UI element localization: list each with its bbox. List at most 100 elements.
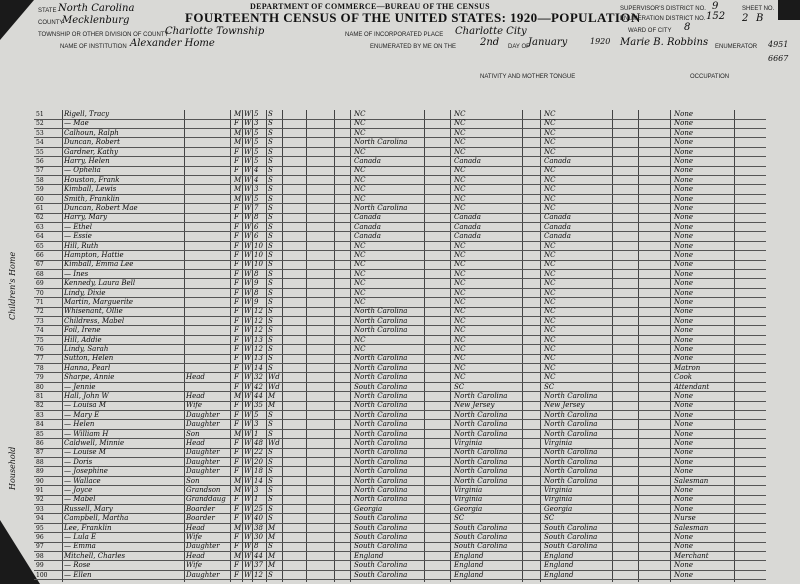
cell-age: 12 <box>254 345 263 353</box>
left-margin-note: Household <box>8 446 17 490</box>
line-number: 73 <box>36 317 44 325</box>
cell-rel <box>186 138 226 147</box>
cell-race: W <box>244 429 252 438</box>
cell-occ: None <box>674 345 693 353</box>
cell-race: W <box>244 119 252 128</box>
stamp-number: 4951 <box>768 40 789 49</box>
cell-mother: England <box>544 551 574 560</box>
cell-occ: None <box>674 232 693 241</box>
cell-name: — Wallace <box>64 476 101 485</box>
line-number: 78 <box>36 364 44 372</box>
line-number: 76 <box>36 346 44 353</box>
cell-occ: None <box>674 288 693 297</box>
cell-race: W <box>244 288 252 297</box>
cell-mother: NC <box>544 119 556 128</box>
cell-age: 5 <box>254 147 259 156</box>
cell-birth: NC <box>354 128 366 137</box>
cell-race: W <box>244 420 252 429</box>
page-title: FOURTEENTH CENSUS OF THE UNITED STATES: … <box>185 10 641 25</box>
cell-mother: NC <box>544 260 556 269</box>
cell-mother: England <box>544 570 574 579</box>
cell-status: M <box>268 551 276 560</box>
cell-occ: None <box>674 410 693 419</box>
cell-birth: North Carolina <box>354 457 408 466</box>
cell-mother: NC <box>544 373 556 382</box>
cell-rel <box>186 307 226 316</box>
page-number: 6667 <box>768 54 789 63</box>
left-margin: Children's Home Household <box>0 70 34 584</box>
line-number: 82 <box>36 402 44 410</box>
cell-name: Hill, Addie <box>64 335 102 344</box>
line-number: 60 <box>36 195 44 203</box>
cell-name: Lindy, Dixie <box>64 288 106 297</box>
cell-birth: North Carolina <box>354 476 408 485</box>
table-row: 61 Duncan, Robert Mae F W 7 S North Carolina NC… <box>34 204 766 214</box>
cell-name: — Essie <box>64 232 92 241</box>
cell-occ: None <box>674 110 693 118</box>
cell-father: Georgia <box>454 504 483 513</box>
table-row: 90 — Wallace Son M W 14 S North Carolina North C… <box>34 477 766 487</box>
cell-sex: M <box>234 476 242 485</box>
cell-age: 1 <box>254 429 259 438</box>
cell-birth: NC <box>354 345 366 353</box>
cell-status: S <box>268 504 273 513</box>
table-row: 75 Hill, Addie F W 13 S NC NC NC None <box>34 336 766 346</box>
cell-father: NC <box>454 166 466 175</box>
cell-occ: None <box>674 439 693 447</box>
cell-sex: F <box>234 157 239 165</box>
cell-father: North Carolina <box>454 392 508 400</box>
column-rule <box>734 110 735 582</box>
cell-status: S <box>268 110 273 118</box>
cell-father: NC <box>454 298 466 306</box>
cell-birth: North Carolina <box>354 467 408 476</box>
cell-father: NC <box>454 251 466 259</box>
cell-rel: Head <box>186 392 205 400</box>
cell-status: S <box>268 457 273 466</box>
cell-status: S <box>268 410 273 419</box>
cell-race: W <box>244 241 252 250</box>
cell-mother: Canada <box>544 232 571 241</box>
table-row: 56 Harry, Helen F W 5 S Canada Canada Canada None <box>34 157 766 167</box>
cell-birth: South Carolina <box>354 561 408 570</box>
column-rule <box>612 110 613 582</box>
cell-name: Childress, Mabel <box>64 316 125 325</box>
cell-age: 12 <box>254 326 263 335</box>
cell-race: W <box>244 401 252 410</box>
cell-name: — Ines <box>64 269 89 278</box>
table-row: 94 Campbell, Martha Boarder F W 40 S South Caro… <box>34 514 766 524</box>
cell-sex: M <box>234 128 242 137</box>
cell-birth: NC <box>354 298 366 306</box>
cell-status: S <box>268 429 273 438</box>
table-row: 74 Foil, Irene F W 12 S North Carolina NC NC None <box>34 326 766 336</box>
cell-status: S <box>268 128 273 137</box>
cell-age: 12 <box>254 570 263 579</box>
cell-father: NC <box>454 373 466 382</box>
cell-sex: M <box>234 185 242 194</box>
cell-race: W <box>244 542 252 551</box>
cell-age: 12 <box>254 307 263 316</box>
table-row: 69 Kennedy, Laura Bell F W 9 S NC NC NC None <box>34 279 766 289</box>
cell-birth: North Carolina <box>354 486 408 494</box>
cell-mother: NC <box>544 345 556 353</box>
cell-mother: North Carolina <box>544 476 598 485</box>
line-number: 89 <box>36 468 44 476</box>
cell-rel: Daughter <box>186 467 220 476</box>
state-value: North Carolina <box>58 3 135 14</box>
cell-occ: None <box>674 298 693 306</box>
cell-age: 3 <box>254 185 259 194</box>
line-number: 98 <box>36 552 44 560</box>
cell-name: Rigell, Tracy <box>64 110 110 118</box>
cell-occ: None <box>674 326 693 335</box>
cell-race: W <box>244 504 252 513</box>
line-number: 99 <box>36 562 44 570</box>
line-number: 97 <box>36 543 44 551</box>
table-row: 100 — Ellen Daughter F W 12 S South Carolina Eng… <box>34 571 766 581</box>
cell-occ: Cook <box>674 373 693 382</box>
cell-occ: None <box>674 147 693 156</box>
cell-rel <box>186 317 226 326</box>
cell-race: W <box>244 147 252 156</box>
cell-name: Duncan, Robert <box>64 138 120 147</box>
line-number: 77 <box>36 355 44 363</box>
cell-father: South Carolina <box>454 523 508 532</box>
table-row: 80 — Jennie F W 42 Wd South Carolina SC SC Attend… <box>34 383 766 393</box>
